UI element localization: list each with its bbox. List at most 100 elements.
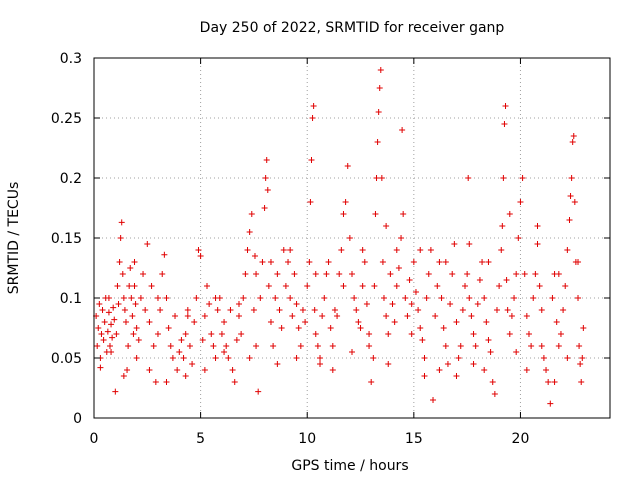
data-point <box>163 295 170 301</box>
data-point <box>157 307 164 313</box>
data-point <box>506 331 513 337</box>
data-point <box>244 247 251 253</box>
data-point <box>440 325 447 331</box>
data-point <box>291 271 298 277</box>
data-point <box>131 283 138 289</box>
data-point <box>204 283 211 289</box>
data-point <box>109 334 116 341</box>
data-point <box>580 325 587 331</box>
data-point <box>472 343 479 349</box>
data-point <box>199 337 206 343</box>
data-point <box>257 295 264 301</box>
data-point <box>221 349 228 355</box>
data-point <box>235 301 242 307</box>
data-point <box>184 313 191 319</box>
data-point <box>262 175 269 181</box>
data-point <box>274 361 281 367</box>
data-point <box>124 367 131 373</box>
data-point <box>306 259 313 265</box>
data-point <box>238 331 245 337</box>
data-point <box>402 295 409 301</box>
x-tick-label: 5 <box>196 431 205 447</box>
data-point <box>355 319 362 325</box>
data-point <box>128 295 135 301</box>
data-point <box>287 247 294 253</box>
data-point <box>425 271 432 277</box>
data-point <box>174 367 181 373</box>
x-tick-label: 10 <box>298 431 316 447</box>
data-point <box>263 157 270 163</box>
data-point <box>344 163 351 169</box>
data-point <box>201 367 208 373</box>
data-point <box>210 343 217 349</box>
y-axis-label: SRMTID / TECUs <box>6 182 22 295</box>
data-point <box>172 313 179 319</box>
data-point <box>312 331 319 337</box>
data-point <box>442 259 449 265</box>
data-point <box>481 295 488 301</box>
data-point <box>104 328 111 335</box>
data-point <box>434 283 441 289</box>
data-point <box>451 241 458 247</box>
data-point <box>404 313 411 319</box>
data-point <box>470 361 477 367</box>
data-point <box>182 373 189 379</box>
data-point <box>94 343 101 349</box>
data-point <box>312 271 319 277</box>
data-point <box>135 337 142 343</box>
data-point <box>334 313 341 319</box>
data-point <box>100 337 107 343</box>
data-point <box>242 271 249 277</box>
data-point <box>366 331 373 337</box>
data-point <box>570 133 577 139</box>
data-point <box>501 121 508 127</box>
data-point <box>353 307 360 313</box>
data-point <box>500 175 507 181</box>
data-point <box>253 271 260 277</box>
y-tick-label: 0.25 <box>51 111 82 127</box>
axis-ticks <box>93 57 610 419</box>
data-point <box>133 325 140 331</box>
data-point <box>359 247 366 253</box>
data-point <box>466 241 473 247</box>
data-point <box>366 343 373 349</box>
data-point <box>101 319 108 325</box>
data-point <box>557 331 564 337</box>
data-point <box>553 319 560 325</box>
data-point <box>380 295 387 301</box>
data-point <box>197 253 204 259</box>
data-point <box>549 295 556 301</box>
data-point <box>309 115 316 121</box>
data-point <box>545 379 552 385</box>
data-point <box>182 331 189 337</box>
data-point <box>502 103 509 109</box>
data-point <box>261 205 268 211</box>
data-point <box>317 355 324 361</box>
data-point <box>504 307 511 313</box>
data-point <box>485 337 492 343</box>
data-point <box>398 235 405 241</box>
data-point <box>361 259 368 265</box>
data-point <box>468 313 475 319</box>
data-point <box>304 283 311 289</box>
data-point <box>449 271 456 277</box>
data-point <box>419 337 426 343</box>
data-point <box>120 373 127 379</box>
data-point <box>511 295 518 301</box>
data-point <box>393 283 400 289</box>
data-point <box>250 307 257 313</box>
x-tick-label: 15 <box>405 431 423 447</box>
data-point <box>255 388 262 395</box>
data-point <box>137 295 144 301</box>
data-point <box>267 259 274 265</box>
data-point <box>144 241 151 247</box>
data-point <box>578 379 585 385</box>
data-point <box>191 319 198 325</box>
data-point <box>427 247 434 253</box>
data-point <box>375 109 382 115</box>
data-point <box>576 343 583 349</box>
data-point <box>121 307 128 313</box>
data-point <box>336 271 343 277</box>
data-point <box>383 223 390 229</box>
data-point <box>178 337 185 343</box>
